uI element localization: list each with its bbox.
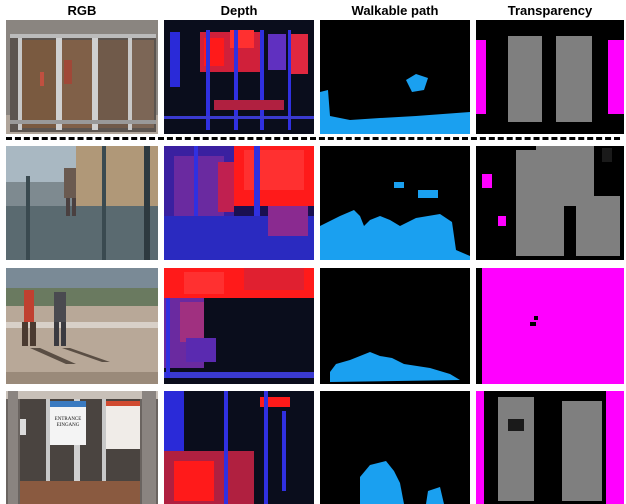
row4-walkable-path [320, 391, 470, 504]
row3-transparency-mask [476, 268, 624, 384]
column-header-walkable-path: Walkable path [351, 3, 439, 18]
row1-depth-map [164, 20, 314, 134]
column-header-transparency: Transparency [507, 3, 593, 18]
column-header-rgb: RGB [67, 3, 97, 18]
row1-rgb-image [6, 20, 158, 134]
row4-rgb-image: ENTRANCE EINGANG [6, 391, 158, 504]
row4-transparency-mask [476, 391, 624, 504]
column-header-depth: Depth [220, 3, 258, 18]
row1-walkable-path [320, 20, 470, 134]
row2-walkable-path [320, 146, 470, 260]
row1-transparency-mask [476, 20, 624, 134]
entrance-sign-text: ENTRANCE EINGANG [54, 417, 82, 428]
row2-rgb-image [6, 146, 158, 260]
row2-transparency-mask [476, 146, 624, 260]
row-divider [6, 137, 620, 140]
row3-depth-map [164, 268, 314, 384]
row3-rgb-image [6, 268, 158, 384]
row3-walkable-path [320, 268, 470, 384]
row4-depth-map [164, 391, 314, 504]
row2-depth-map [164, 146, 314, 260]
